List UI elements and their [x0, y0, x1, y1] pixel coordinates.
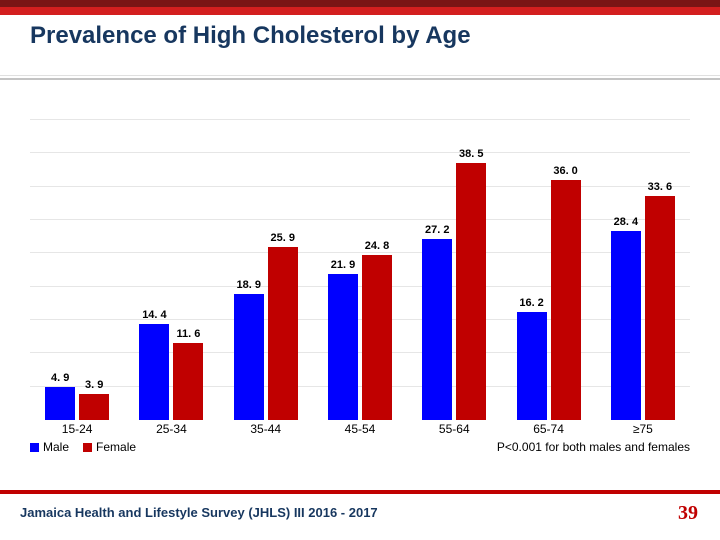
legend-item: Male: [30, 440, 69, 454]
bar-female: [645, 196, 675, 420]
bar-female: [173, 343, 203, 420]
bar-value-label: 36. 0: [553, 165, 577, 177]
bar-value-label: 11. 6: [176, 328, 200, 340]
bar-female: [268, 247, 298, 420]
legend-swatch: [83, 443, 92, 452]
plot-area: 4. 9 3. 9 14. 4 11. 6 18. 9 25. 9 21. 9 24. 8 27…: [30, 120, 690, 420]
category-label: 45-54: [345, 422, 376, 436]
gridline: [30, 286, 690, 287]
gridline: [30, 386, 690, 387]
bar-value-label: 14. 4: [142, 309, 166, 321]
gridline: [30, 152, 690, 153]
category-label: 55-64: [439, 422, 470, 436]
bar-male: [45, 387, 75, 420]
bar-value-label: 4. 9: [51, 372, 69, 384]
footer-accent-line: [0, 490, 720, 494]
bar-male: [328, 274, 358, 420]
category-label: 65-74: [533, 422, 564, 436]
gridline: [30, 119, 690, 120]
bar-male: [422, 239, 452, 420]
category-label: 15-24: [62, 422, 93, 436]
gridline: [30, 186, 690, 187]
bar-female: [456, 163, 486, 420]
footer-text: Jamaica Health and Lifestyle Survey (JHL…: [20, 505, 378, 520]
bar-female: [362, 255, 392, 420]
bar-female: [79, 394, 109, 420]
category-label: 25-34: [156, 422, 187, 436]
bar-value-label: 25. 9: [270, 232, 294, 244]
legend-label: Male: [43, 440, 69, 454]
legend-swatch: [30, 443, 39, 452]
bar-value-label: 38. 5: [459, 148, 483, 160]
top-dark-stripe: [0, 0, 720, 7]
bar-male: [234, 294, 264, 420]
p-value-note: P<0.001 for both males and females: [497, 440, 690, 454]
category-label: 35-44: [250, 422, 281, 436]
gridline: [30, 352, 690, 353]
bar-value-label: 24. 8: [365, 240, 389, 252]
gridline: [30, 319, 690, 320]
legend-item: Female: [83, 440, 136, 454]
legend-label: Female: [96, 440, 136, 454]
bar-male: [611, 231, 641, 420]
bar-value-label: 33. 6: [648, 181, 672, 193]
bar-value-label: 16. 2: [519, 297, 543, 309]
top-bright-stripe: [0, 7, 720, 15]
bar-value-label: 21. 9: [331, 259, 355, 271]
bar-female: [551, 180, 581, 420]
legend: Male Female: [30, 440, 136, 454]
bar-value-label: 27. 2: [425, 224, 449, 236]
gridline: [30, 252, 690, 253]
category-label: ≥75: [633, 422, 653, 436]
top-accent-bar: [0, 0, 720, 15]
bar-value-label: 3. 9: [85, 379, 103, 391]
bar-male: [517, 312, 547, 420]
page-number: 39: [678, 502, 698, 525]
bar-value-label: 28. 4: [614, 216, 638, 228]
bar-male: [139, 324, 169, 420]
slide-title: Prevalence of High Cholesterol by Age: [30, 22, 471, 50]
prevalence-chart: 4. 9 3. 9 14. 4 11. 6 18. 9 25. 9 21. 9 24. 8 27…: [30, 120, 690, 455]
title-underline: [0, 75, 720, 80]
gridline: [30, 219, 690, 220]
bar-value-label: 18. 9: [236, 279, 260, 291]
